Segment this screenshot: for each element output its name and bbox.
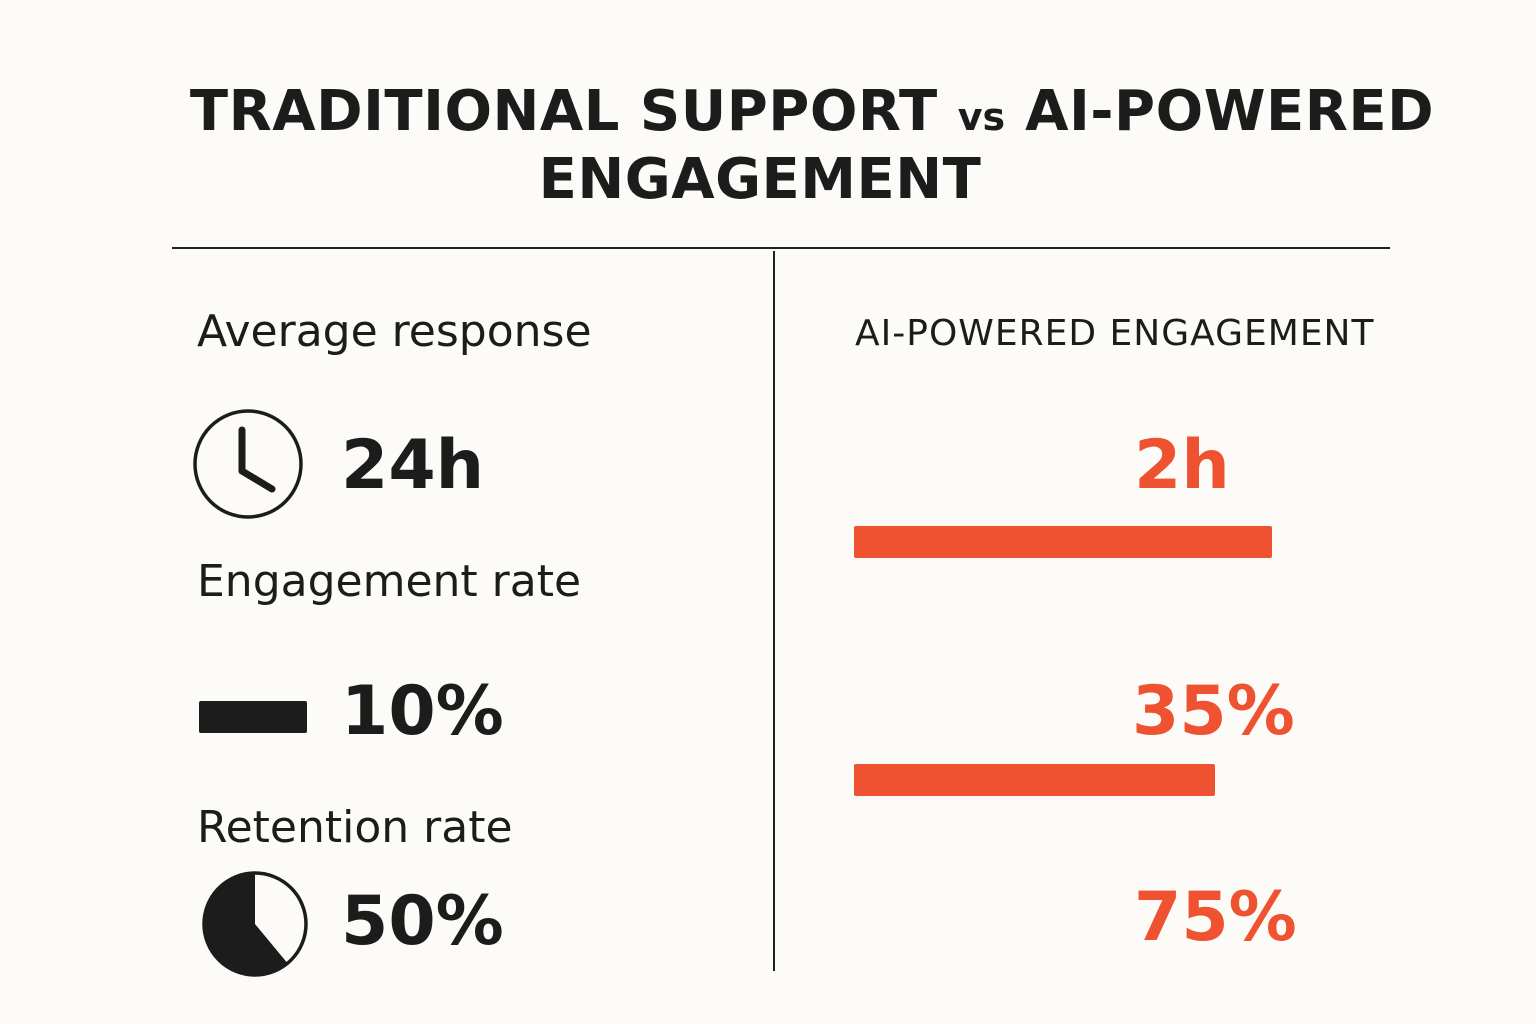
retention-rate-label: Retention rate: [197, 802, 513, 853]
header-divider: [172, 247, 1390, 249]
ai-engagement-value: 35%: [1132, 672, 1295, 751]
ai-retention-value: 75%: [1134, 878, 1297, 957]
title-traditional: TRADITIONAL SUPPORT: [189, 79, 958, 144]
average-response-label: Average response: [197, 306, 592, 357]
ai-response-bar: [854, 526, 1272, 558]
traditional-response-value: 24h: [341, 426, 485, 505]
title-line-1: TRADITIONAL SUPPORT vs AI-POWERED: [44, 80, 1536, 149]
column-divider: [773, 251, 775, 971]
engagement-rate-label: Engagement rate: [197, 556, 582, 607]
title-line-2: ENGAGEMENT: [538, 147, 982, 212]
bar-icon: [199, 701, 307, 733]
retention-pie-slice: [203, 873, 288, 975]
ai-response-value: 2h: [1134, 426, 1230, 505]
ai-engagement-bar: [854, 764, 1215, 796]
pie-icon: [202, 871, 308, 977]
traditional-retention-value: 50%: [341, 882, 504, 961]
ai-column-heading: AI-POWERED ENGAGEMENT: [855, 313, 1375, 354]
clock-icon: [193, 409, 303, 519]
title-vs: vs: [957, 95, 1006, 139]
title-ai-powered: AI-POWERED: [1005, 79, 1435, 144]
traditional-engagement-value: 10%: [341, 672, 504, 751]
